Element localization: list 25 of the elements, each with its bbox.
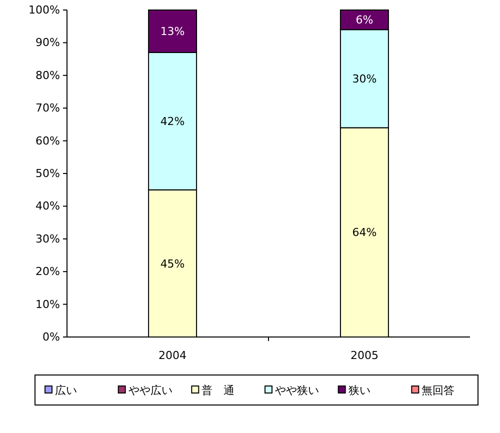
data-label: 42% — [160, 115, 185, 128]
y-tick-label: 10% — [36, 298, 60, 311]
y-tick-label: 70% — [36, 102, 60, 115]
legend-label: 広い — [55, 384, 77, 397]
x-tick-label: 2005 — [350, 348, 378, 362]
y-tick-label: 100% — [28, 4, 60, 17]
data-label: 64% — [352, 226, 377, 240]
y-tick-label: 20% — [36, 265, 60, 278]
y-tick-label: 90% — [36, 36, 60, 50]
data-label: 45% — [160, 257, 185, 270]
y-tick-label: 30% — [36, 232, 60, 246]
y-tick-label: 60% — [36, 134, 60, 148]
y-tick-label: 40% — [36, 200, 60, 213]
data-label: 13% — [160, 25, 185, 38]
x-tick-label: 2004 — [158, 348, 187, 362]
y-tick-label: 50% — [36, 167, 60, 180]
legend-label: やや狭い — [275, 384, 319, 397]
y-tick-label: 0% — [42, 330, 60, 344]
legend-label: やや広い — [128, 384, 172, 397]
legend-label: 狭い — [348, 384, 370, 397]
data-label: 6% — [356, 14, 374, 27]
legend-label: 普 通 — [202, 384, 235, 397]
legend-label: 無回答 — [422, 384, 455, 397]
data-label: 30% — [352, 72, 377, 86]
y-tick-label: 80% — [36, 68, 60, 82]
